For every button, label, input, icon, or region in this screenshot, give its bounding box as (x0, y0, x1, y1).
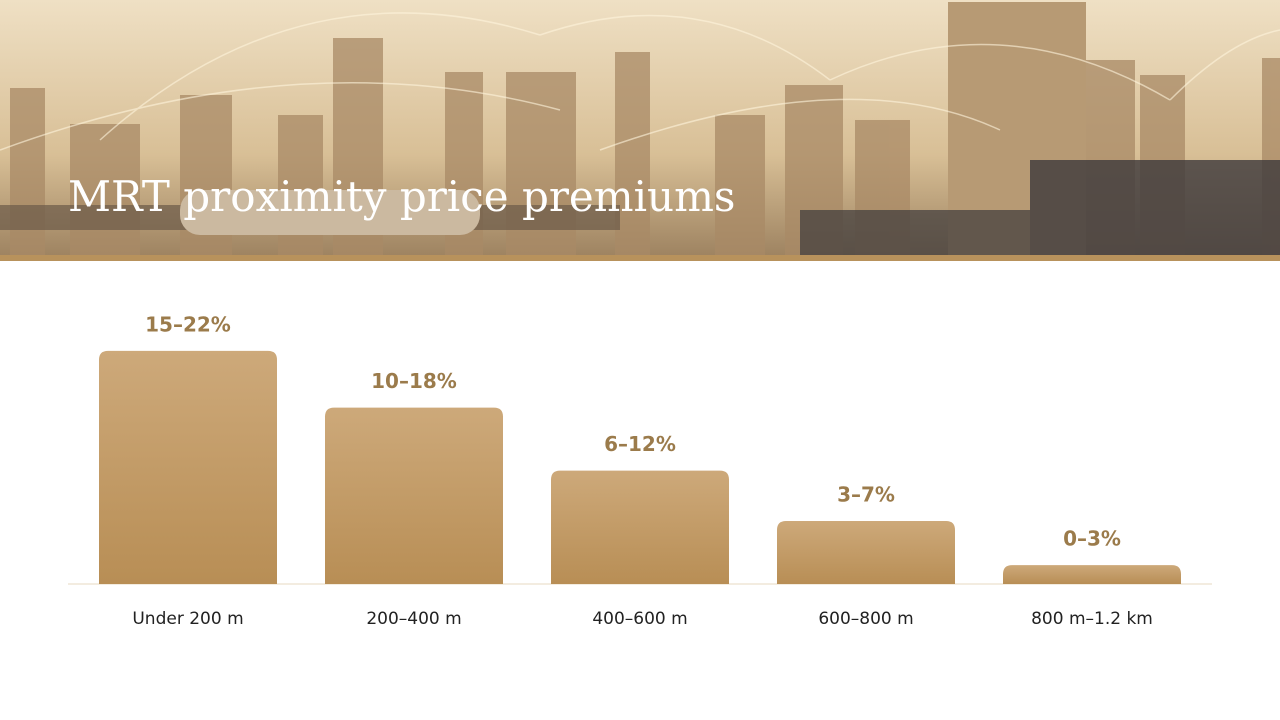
x-tick-label: 800 m–1.2 km (1031, 609, 1153, 629)
x-tick-label: 400–600 m (592, 609, 687, 629)
bar (99, 350, 277, 584)
x-tick-label: 200–400 m (366, 609, 461, 629)
x-tick-label: Under 200 m (132, 609, 243, 629)
value-label: 10–18% (371, 369, 457, 393)
x-tick-label: 600–800 m (818, 609, 913, 629)
bar (325, 407, 503, 584)
value-label: 0–3% (1063, 527, 1121, 551)
bar (551, 470, 729, 584)
banner: MRT proximity price premiums (0, 0, 1280, 261)
bar (1003, 565, 1181, 584)
chart-title: MRT proximity price premiums (68, 172, 735, 221)
bar (777, 521, 955, 584)
value-label: 15–22% (145, 312, 231, 336)
value-label: 3–7% (837, 483, 895, 507)
value-label: 6–12% (604, 432, 676, 456)
